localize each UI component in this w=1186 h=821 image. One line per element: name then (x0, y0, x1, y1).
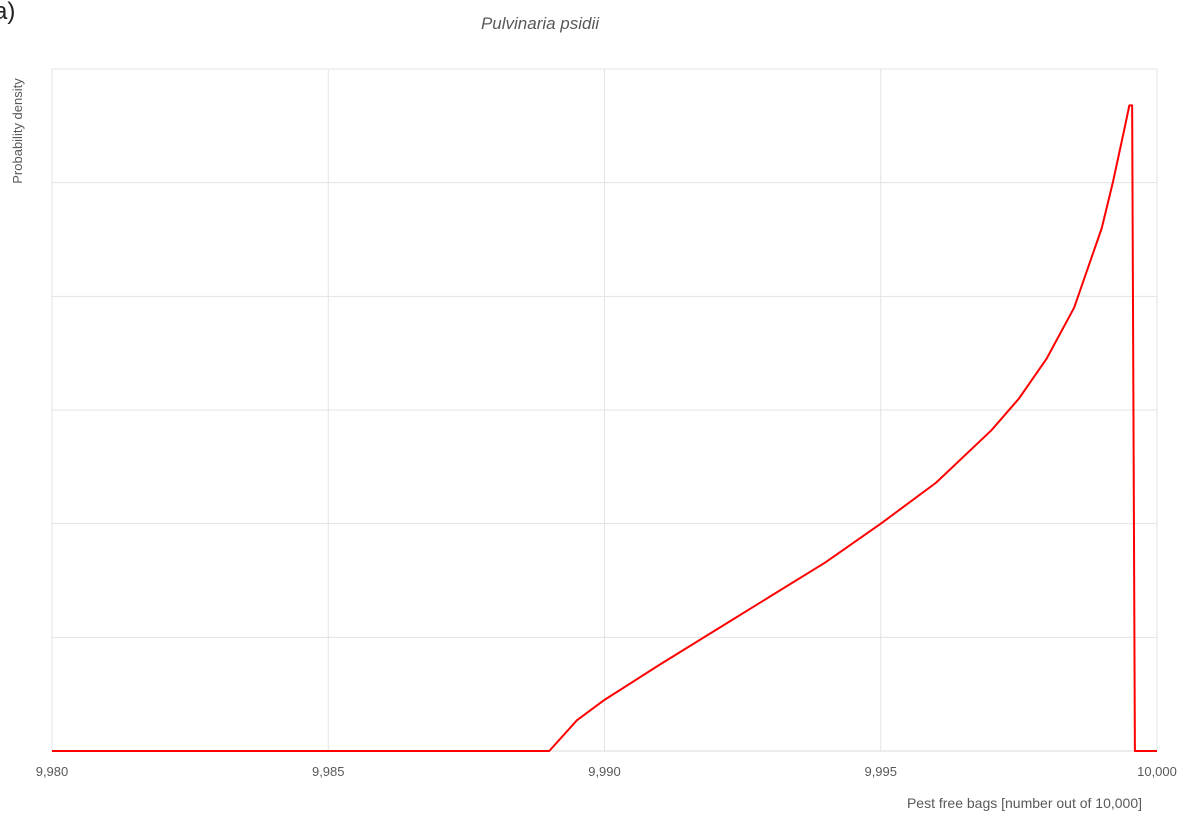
series-line (52, 104, 1157, 752)
x-tick-label: 9,990 (588, 764, 621, 779)
series-layer (52, 104, 1157, 752)
x-tick-label: 9,995 (864, 764, 897, 779)
x-tick-label: 10,000 (1137, 764, 1177, 779)
panel-label: a) (0, 0, 16, 25)
chart-title: Pulvinaria psidii (481, 14, 600, 33)
x-tick-label: 9,985 (312, 764, 345, 779)
y-axis-label: Probability density (10, 78, 25, 184)
x-tick-label: 9,980 (36, 764, 69, 779)
grid-layer (51, 68, 1158, 752)
x-axis-label: Pest free bags [number out of 10,000] (907, 795, 1142, 811)
x-tick-labels: 9,980 9,985 9,990 9,995 10,000 (36, 764, 1177, 779)
